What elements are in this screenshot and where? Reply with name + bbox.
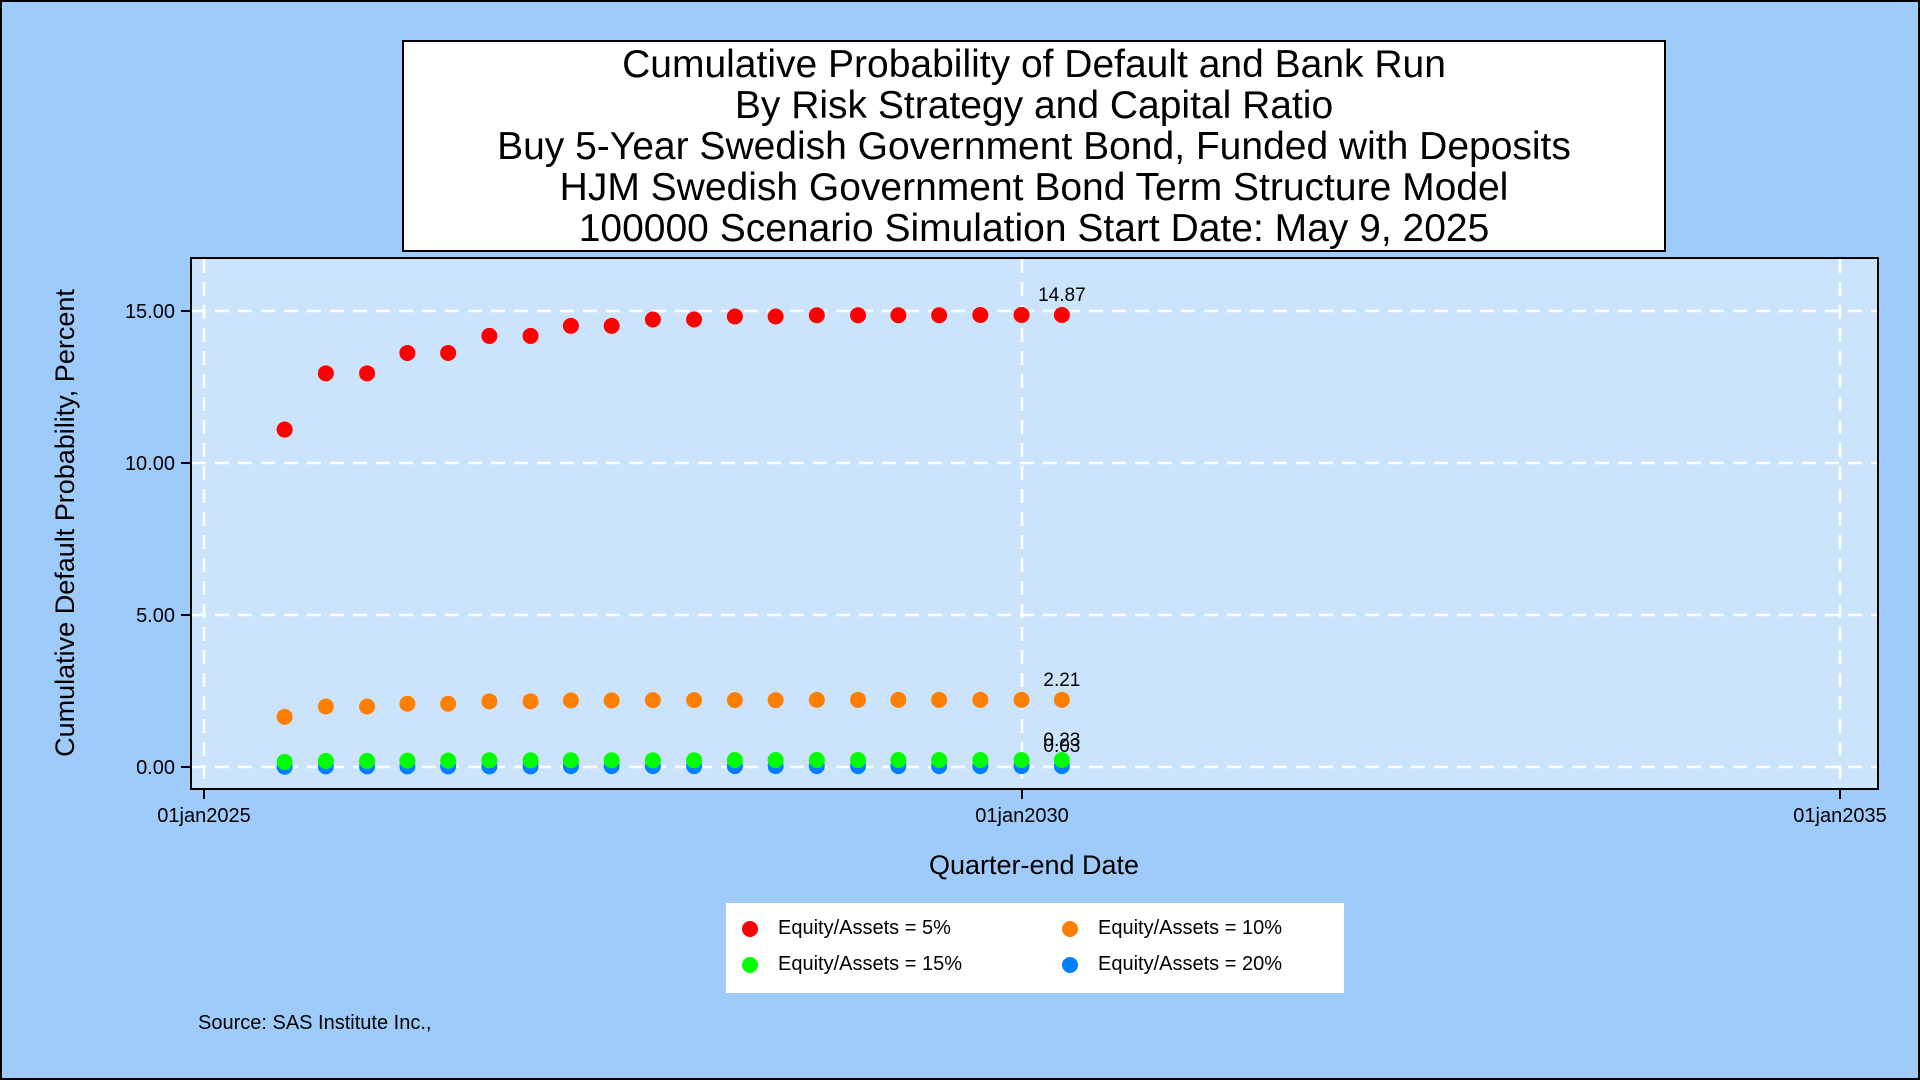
y-tick-label: 15.00 [125,301,175,323]
data-label: 14.87 [1038,285,1086,306]
axes: 0.00 5.00 10.00 15.00 01jan2025 01jan2030 01ja… [125,301,1887,827]
data-point [931,691,948,708]
legend: Equity/Assets = 5% Equity/Assets = 10% E… [726,903,1344,993]
data-point [726,752,743,769]
data-point [767,692,784,709]
chart-title-line-2: By Risk Strategy and Capital Ratio [734,83,1334,127]
data-label: 0.23 [1043,730,1080,751]
data-point [399,752,416,769]
data-point [726,692,743,709]
legend-item-5pct: Equity/Assets = 5% [742,917,951,940]
data-point [972,306,989,323]
data-point [686,752,703,769]
legend-label-15pct: Equity/Assets = 15% [778,953,962,975]
legend-item-10pct: Equity/Assets = 10% [1062,917,1282,940]
data-point [603,692,620,709]
legend-marker-red [742,920,758,937]
data-point [1013,691,1030,708]
y-tick-label: 10.00 [125,453,175,475]
data-point [972,752,989,769]
chart-title-box: Cumulative Probability of Default and Ba… [402,40,1666,252]
data-point [1013,306,1030,323]
data-label: 2.21 [1043,670,1080,691]
data-point [603,317,620,334]
data-point [931,752,948,769]
data-point [1053,691,1070,708]
legend-marker-orange [1062,920,1078,937]
data-point [686,311,703,328]
y-tick-label: 5.00 [136,605,175,627]
data-point [644,692,661,709]
data-point [440,344,457,361]
data-point [440,695,457,712]
legend-label-20pct: Equity/Assets = 20% [1098,953,1282,975]
data-point [276,708,293,725]
data-point [726,308,743,325]
data-points [276,306,1070,775]
x-tick-label: 01jan2025 [157,805,250,827]
data-point [399,344,416,361]
x-tick-label: 01jan2030 [975,805,1068,827]
data-point [890,691,907,708]
data-point [481,752,498,769]
data-point [890,307,907,324]
legend-item-15pct: Equity/Assets = 15% [742,953,962,976]
data-point [972,691,989,708]
plot-area [190,257,1879,790]
data-point [359,752,376,769]
data-point [317,752,334,769]
data-label: 0.03 [1043,736,1080,757]
legend-item-20pct: Equity/Assets = 20% [1062,953,1282,976]
legend-label-10pct: Equity/Assets = 10% [1098,917,1282,939]
legend-marker-blue [1062,956,1078,973]
data-point [603,752,620,769]
chart-title-line-1: Cumulative Probability of Default and Ba… [622,42,1446,86]
data-point [890,752,907,769]
data-point [931,307,948,324]
data-point [1013,752,1030,769]
grid-lines [192,259,1877,788]
data-point [850,307,867,324]
data-point [359,365,376,382]
data-point [481,327,498,344]
data-point [767,308,784,325]
chart-title-line-3: Buy 5-Year Swedish Government Bond, Fund… [497,124,1571,168]
data-point [808,691,825,708]
data-point [562,317,579,334]
data-point [276,421,293,438]
data-point [276,753,293,770]
data-point [850,752,867,769]
data-point [1053,752,1070,769]
source-note: Source: SAS Institute Inc., [198,1012,432,1034]
data-point [317,365,334,382]
data-point [1053,306,1070,323]
data-point [481,693,498,710]
data-point [808,307,825,324]
data-point [767,752,784,769]
data-labels: 14.87 2.21 0.230.03 [1038,285,1086,757]
y-axis-title: Cumulative Default Probability, Percent [50,289,80,757]
data-point [562,692,579,709]
data-point [644,752,661,769]
data-point [808,752,825,769]
data-point [850,691,867,708]
data-point [399,695,416,712]
y-tick-label: 0.00 [136,757,175,779]
legend-label-5pct: Equity/Assets = 5% [778,917,951,939]
data-point [359,698,376,715]
data-point [440,752,457,769]
data-point [522,752,539,769]
x-axis-title: Quarter-end Date [929,850,1139,880]
data-point [522,693,539,710]
data-point [562,752,579,769]
chart-title-line-5: 100000 Scenario Simulation Start Date: M… [578,206,1490,250]
data-point [644,311,661,328]
data-point [686,692,703,709]
data-point [522,327,539,344]
chart-title-line-4: HJM Swedish Government Bond Term Structu… [559,165,1509,209]
data-point [317,698,334,715]
x-tick-label: 01jan2035 [1793,805,1886,827]
legend-marker-green [742,956,758,973]
